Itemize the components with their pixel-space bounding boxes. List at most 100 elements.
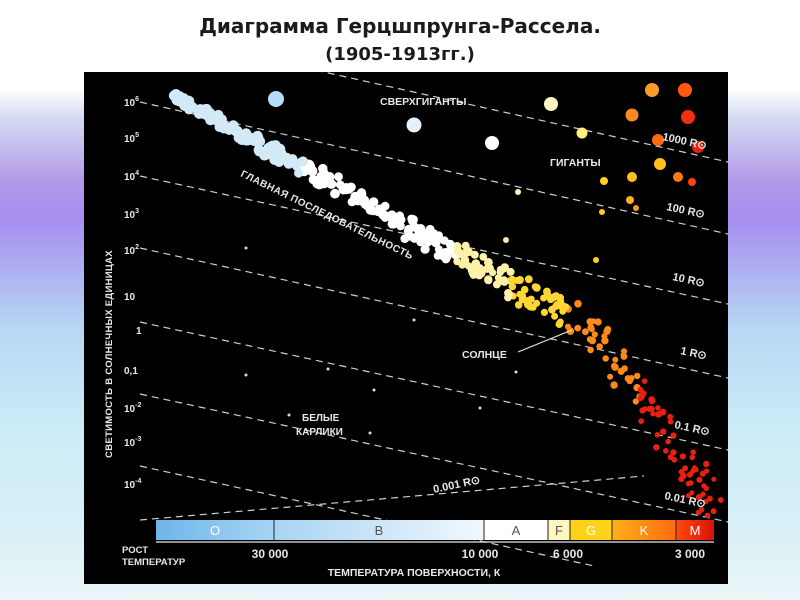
star — [214, 122, 225, 132]
growth-arrow — [144, 542, 184, 554]
star — [409, 233, 420, 243]
star — [681, 110, 695, 124]
spectral-segment-k — [612, 520, 676, 540]
star — [663, 448, 669, 454]
star — [586, 318, 594, 326]
star — [494, 274, 502, 282]
star — [244, 134, 255, 145]
star — [665, 438, 671, 445]
star — [344, 184, 354, 194]
star — [200, 103, 212, 115]
hr-diagram-panel: СВЕТИМОСТЬ В СОЛНЕЧНЫХ ЕДИНИЦАХ 106 105 … — [84, 72, 728, 584]
spectral-segment-m — [676, 520, 714, 540]
star — [379, 209, 388, 218]
page-title: Диаграмма Герцшпрунга-Рассела. — [199, 14, 601, 38]
star — [682, 465, 689, 472]
star — [576, 127, 588, 139]
y-tick: 1 — [136, 326, 142, 337]
radius-labels: 1000 R⊙ 100 R⊙ 10 R⊙ 1 R⊙ 0.1 R⊙ 0.01 R⊙… — [432, 131, 710, 510]
star — [591, 331, 598, 338]
radius-label-01: 0.1 R⊙ — [673, 419, 710, 438]
star — [638, 418, 645, 424]
star — [620, 348, 628, 355]
star — [611, 363, 619, 371]
y-tick: 106 — [124, 96, 139, 109]
star — [552, 292, 560, 300]
star — [648, 405, 655, 413]
star — [685, 493, 691, 499]
star — [508, 275, 517, 284]
giants-label: ГИГАНТЫ — [550, 157, 601, 169]
y-axis-label: СВЕТИМОСТЬ В СОЛНЕЧНЫХ ЕДИНИЦАХ — [104, 250, 115, 458]
star — [417, 234, 427, 245]
star — [467, 265, 477, 275]
star — [524, 275, 533, 284]
star — [287, 413, 291, 417]
star — [501, 278, 509, 286]
y-axis-ticks: 106 105 104 103 102 10 1 0,1 10-2 10-3 1… — [124, 96, 142, 491]
star — [548, 305, 556, 314]
star — [514, 301, 523, 309]
star — [607, 373, 614, 380]
star — [372, 388, 376, 392]
spectral-class-b: B — [375, 523, 384, 538]
star — [527, 295, 535, 303]
star — [717, 497, 724, 503]
star — [679, 453, 687, 460]
star — [412, 318, 416, 322]
star — [610, 381, 618, 389]
star — [531, 283, 539, 291]
radius-label-10: 10 R⊙ — [671, 271, 705, 289]
star — [594, 318, 602, 326]
spectral-class-m: M — [690, 523, 701, 538]
stars-layer — [168, 83, 724, 519]
star — [612, 356, 619, 363]
star — [492, 280, 501, 289]
y-tick: 102 — [124, 244, 139, 257]
radius-label-1: 1 R⊙ — [679, 345, 707, 362]
hr-diagram: СВЕТИМОСТЬ В СОЛНЕЧНЫХ ЕДИНИЦАХ 106 105 … — [104, 72, 728, 579]
radius-line — [139, 465, 595, 567]
star — [298, 156, 308, 167]
star — [485, 136, 499, 150]
star — [406, 117, 422, 133]
star — [294, 168, 304, 178]
star — [524, 300, 532, 308]
y-tick: 10-2 — [124, 402, 141, 415]
spectral-class-a: A — [512, 523, 521, 538]
star — [326, 367, 330, 371]
star — [687, 480, 694, 486]
x-tick: 10 000 — [462, 547, 499, 561]
star — [620, 353, 628, 360]
star — [500, 263, 509, 272]
star — [670, 449, 677, 456]
x-tick: 6 000 — [553, 547, 583, 561]
radius-line — [321, 72, 728, 163]
star — [477, 269, 486, 278]
spectral-segment-f — [548, 520, 570, 540]
star — [706, 495, 713, 502]
y-tick: 10-3 — [124, 436, 141, 449]
star — [213, 112, 225, 124]
star — [601, 337, 609, 345]
star — [251, 137, 262, 147]
star — [604, 325, 612, 333]
radius-label-100: 100 R⊙ — [665, 201, 705, 221]
star — [655, 411, 662, 418]
star — [464, 247, 473, 257]
sun-label: СОЛНЦЕ — [462, 349, 507, 361]
spectral-segment-g — [570, 520, 612, 540]
star — [626, 196, 634, 204]
star — [593, 257, 599, 263]
star — [244, 246, 248, 250]
star — [673, 172, 683, 182]
star — [602, 355, 609, 362]
sun-pointer-line — [517, 329, 573, 353]
star — [695, 494, 703, 501]
star — [253, 144, 264, 155]
spectral-class-o: O — [210, 523, 220, 538]
star — [574, 300, 582, 308]
star — [639, 407, 646, 414]
star — [652, 134, 664, 146]
star — [667, 418, 674, 425]
